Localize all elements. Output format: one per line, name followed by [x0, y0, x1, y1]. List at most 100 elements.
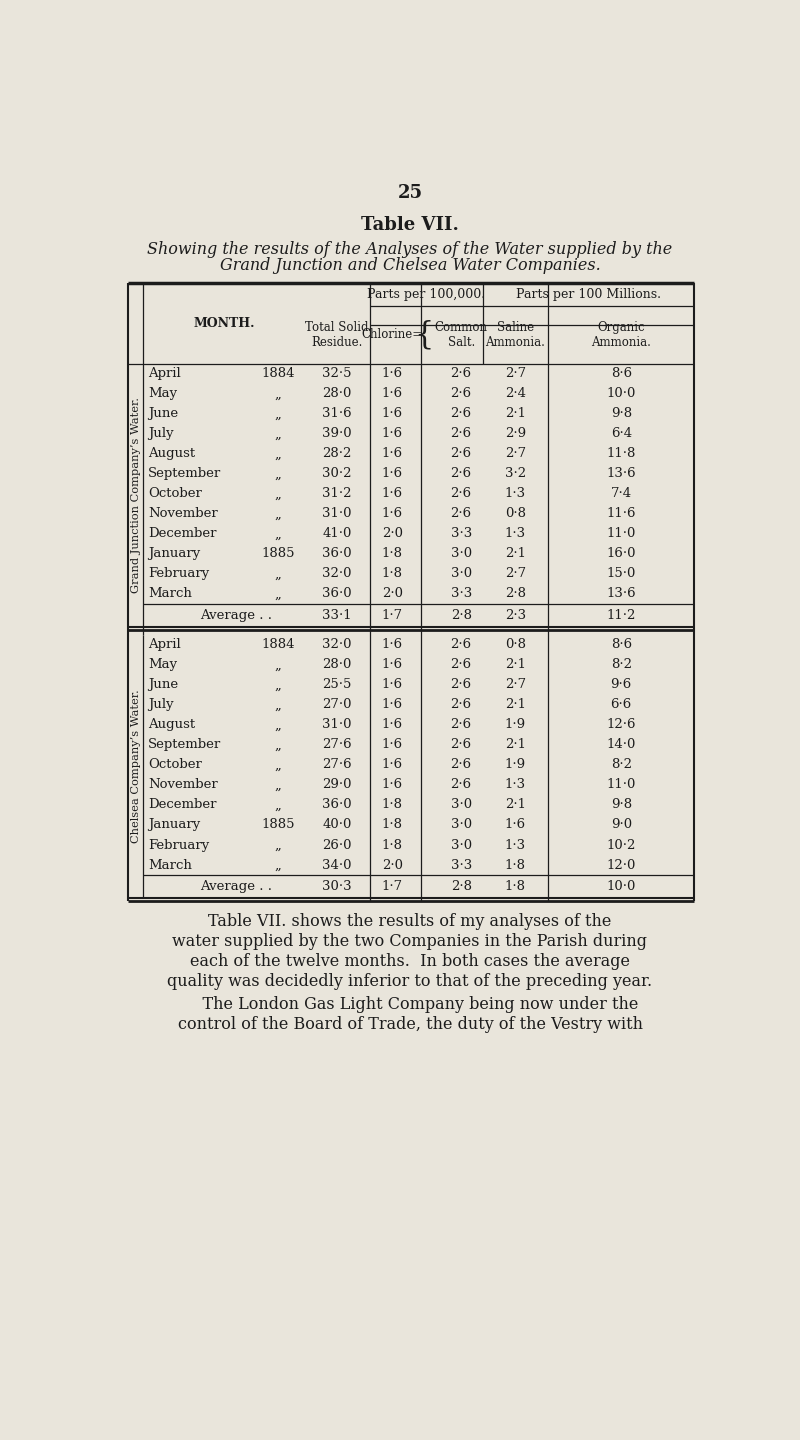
Text: Table VII. shows the results of my analyses of the: Table VII. shows the results of my analy…	[208, 913, 612, 930]
Text: 9·8: 9·8	[610, 798, 632, 812]
Text: September: September	[148, 739, 222, 752]
Text: October: October	[148, 759, 202, 772]
Text: January: January	[148, 818, 200, 831]
Text: 2·6: 2·6	[450, 408, 472, 420]
Text: 2·7: 2·7	[505, 448, 526, 461]
Text: 36·0: 36·0	[322, 588, 352, 600]
Text: April: April	[148, 367, 181, 380]
Text: 3·3: 3·3	[450, 858, 472, 871]
Text: 2·9: 2·9	[505, 428, 526, 441]
Text: 2·0: 2·0	[382, 858, 402, 871]
Text: December: December	[148, 527, 217, 540]
Text: Parts per 100 Millions.: Parts per 100 Millions.	[516, 288, 661, 301]
Text: 2·6: 2·6	[450, 487, 472, 500]
Text: „: „	[274, 468, 282, 481]
Text: „: „	[274, 838, 282, 851]
Text: 1·6: 1·6	[382, 487, 402, 500]
Text: 2·4: 2·4	[505, 387, 526, 400]
Text: 1·7: 1·7	[382, 609, 402, 622]
Text: 2·0: 2·0	[382, 588, 402, 600]
Text: 7·4: 7·4	[610, 487, 632, 500]
Text: 10·2: 10·2	[606, 838, 636, 851]
Text: 2·6: 2·6	[450, 448, 472, 461]
Text: 30·2: 30·2	[322, 468, 352, 481]
Text: 1·6: 1·6	[382, 638, 402, 651]
Text: 2·6: 2·6	[450, 507, 472, 520]
Text: MONTH.: MONTH.	[194, 317, 254, 330]
Text: April: April	[148, 638, 181, 651]
Text: 27·0: 27·0	[322, 698, 352, 711]
Text: quality was decidedly inferior to that of the preceding year.: quality was decidedly inferior to that o…	[167, 973, 653, 989]
Text: July: July	[148, 698, 174, 711]
Text: 28·0: 28·0	[322, 658, 352, 671]
Text: December: December	[148, 798, 217, 812]
Text: 32·0: 32·0	[322, 567, 352, 580]
Text: Total Solid
Residue.: Total Solid Residue.	[306, 321, 369, 348]
Text: 2·6: 2·6	[450, 367, 472, 380]
Text: 3·3: 3·3	[450, 588, 472, 600]
Text: October: October	[148, 487, 202, 500]
Text: August: August	[148, 719, 195, 732]
Text: 2·8: 2·8	[450, 880, 472, 893]
Text: March: March	[148, 588, 192, 600]
Text: „: „	[274, 698, 282, 711]
Text: June: June	[148, 408, 178, 420]
Text: 1·6: 1·6	[382, 779, 402, 792]
Text: 1·6: 1·6	[382, 678, 402, 691]
Text: 40·0: 40·0	[322, 818, 352, 831]
Text: September: September	[148, 468, 222, 481]
Text: 1885: 1885	[261, 818, 294, 831]
Text: May: May	[148, 658, 177, 671]
Text: 8·2: 8·2	[610, 759, 632, 772]
Text: Organic
Ammonia.: Organic Ammonia.	[591, 321, 651, 348]
Text: 36·0: 36·0	[322, 798, 352, 812]
Text: „: „	[274, 507, 282, 520]
Text: 2·6: 2·6	[450, 638, 472, 651]
Text: „: „	[274, 527, 282, 540]
Text: 31·0: 31·0	[322, 719, 352, 732]
Text: February: February	[148, 567, 210, 580]
Text: 2·7: 2·7	[505, 367, 526, 380]
Text: 16·0: 16·0	[606, 547, 636, 560]
Text: „: „	[274, 678, 282, 691]
Text: 1·6: 1·6	[382, 448, 402, 461]
Text: 36·0: 36·0	[322, 547, 352, 560]
Text: „: „	[274, 487, 282, 500]
Text: 8·6: 8·6	[610, 638, 632, 651]
Text: 6·6: 6·6	[610, 698, 632, 711]
Text: 3·2: 3·2	[505, 468, 526, 481]
Text: 11·0: 11·0	[606, 779, 636, 792]
Text: Chlorine=: Chlorine=	[362, 328, 422, 341]
Text: 1·3: 1·3	[505, 487, 526, 500]
Text: 1·3: 1·3	[505, 527, 526, 540]
Text: 2·7: 2·7	[505, 678, 526, 691]
Text: control of the Board of Trade, the duty of the Vestry with: control of the Board of Trade, the duty …	[178, 1015, 642, 1032]
Text: 1·9: 1·9	[505, 719, 526, 732]
Text: February: February	[148, 838, 210, 851]
Text: 1·8: 1·8	[505, 880, 526, 893]
Text: „: „	[274, 858, 282, 871]
Text: 0·8: 0·8	[505, 638, 526, 651]
Text: 10·0: 10·0	[606, 880, 636, 893]
Text: 2·6: 2·6	[450, 428, 472, 441]
Text: 1·7: 1·7	[382, 880, 402, 893]
Text: 2·6: 2·6	[450, 658, 472, 671]
Text: 3·0: 3·0	[450, 547, 472, 560]
Text: Table VII.: Table VII.	[361, 216, 459, 235]
Text: 3·0: 3·0	[450, 818, 472, 831]
Text: 3·0: 3·0	[450, 838, 472, 851]
Text: 1·8: 1·8	[505, 858, 526, 871]
Text: Common
Salt.: Common Salt.	[434, 321, 488, 348]
Text: „: „	[274, 408, 282, 420]
Text: „: „	[274, 567, 282, 580]
Text: 1·6: 1·6	[382, 719, 402, 732]
Text: „: „	[274, 779, 282, 792]
Text: 25·5: 25·5	[322, 678, 352, 691]
Text: 1884: 1884	[261, 367, 294, 380]
Text: 1·8: 1·8	[382, 838, 402, 851]
Text: 1·8: 1·8	[382, 567, 402, 580]
Text: 11·0: 11·0	[606, 527, 636, 540]
Text: Grand Junction Company’s Water.: Grand Junction Company’s Water.	[130, 397, 141, 593]
Text: 1·6: 1·6	[382, 367, 402, 380]
Text: 1·8: 1·8	[382, 547, 402, 560]
